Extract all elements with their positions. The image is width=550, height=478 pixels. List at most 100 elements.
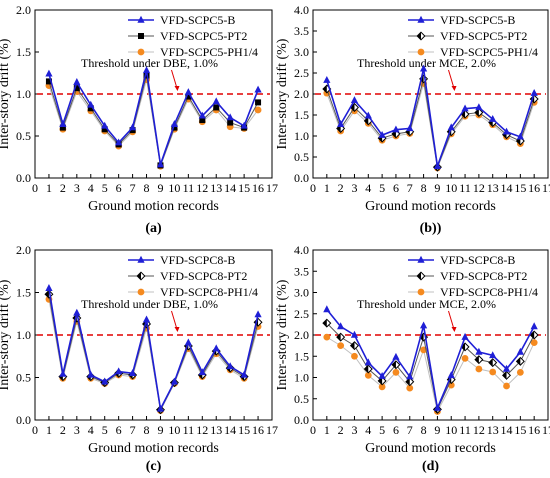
data-point-fill [530,331,535,339]
y-tick-label: 4.0 [294,3,309,17]
x-tick-label: 5 [379,181,385,195]
legend-marker [137,15,145,23]
data-point [87,100,95,108]
x-tick-label: 4 [365,181,371,195]
data-point [516,369,524,376]
data-point [198,368,206,376]
series-line [48,288,259,412]
x-tick-label: 2 [338,423,344,437]
legend-entry: VFD-SCPC8-B [160,253,235,267]
y-tick-label: 0.5 [294,392,309,406]
data-point-fill [323,319,327,327]
y-tick-label: 1.0 [294,371,309,385]
threshold-pointer-head [174,327,180,332]
legend-marker [417,48,425,56]
x-tick-label: 8 [421,423,427,437]
threshold-pointer-head [451,327,457,332]
threshold-label: Threshold under MCE, 2.0% [357,56,496,70]
data-point-fill [475,108,479,117]
x-tick-label: 4 [365,423,371,437]
data-point [59,369,67,377]
data-point-fill [419,333,424,341]
y-tick-label: 2.5 [294,66,309,80]
data-point [323,305,331,313]
data-point [392,125,400,133]
x-tick-label: 9 [434,181,440,195]
y-tick-label: 1.0 [16,328,31,342]
series-line [326,336,535,413]
legend-entry: VFD-SCPC5-PT2 [440,29,527,43]
y-tick-label: 0.0 [294,171,309,185]
data-point [45,69,53,77]
x-tick-label: 17 [266,181,278,195]
legend-entry: VFD-SCPC5-PH1/4 [160,45,258,59]
legend-marker-fill [417,272,421,280]
x-tick-label: 16 [528,181,540,195]
x-tick-label: 15 [238,423,250,437]
x-tick-label: 11 [459,181,471,195]
legend: VFD-SCPC8-B VFD-SCPC8-PT2 VFD-SCPC8-PH1/4 [408,253,538,299]
panel-label: (d) [422,459,439,474]
series-VFD-SCPC8-B [45,284,262,412]
x-tick-label: 6 [116,423,122,437]
data-point [447,371,455,379]
threshold-pointer-head [174,86,180,91]
data-point [226,362,234,370]
y-tick-label: 0.5 [294,150,309,164]
data-point [392,369,400,376]
data-point [406,372,414,380]
data-point [516,132,524,140]
data-point [323,75,331,83]
y-tick-label: 3.0 [294,286,309,300]
data-point [73,308,81,316]
data-point [475,347,483,355]
y-tick-label: 3.5 [294,24,309,38]
y-tick-label: 2.0 [16,3,31,17]
y-axis-label: Inter-story drift (%) [275,279,290,390]
data-point [351,352,358,360]
chart-panel-2: 0.00.51.01.52.02.53.03.54.00 1 2 3 4 5 6 7 8 9 10 1… [275,3,550,236]
data-point [171,124,178,131]
data-point [516,347,524,355]
series-line [48,294,259,412]
x-tick-label: 5 [379,423,385,437]
data-point [378,372,386,379]
panel-label: (b)) [420,221,442,236]
x-tick-label: 7 [407,181,413,195]
y-axis-label: Inter-story drift (%) [0,279,12,390]
y-tick-label: 2.5 [294,307,309,321]
x-tick-label: 12 [473,181,485,195]
series-line [48,70,259,165]
data-point [406,124,414,132]
data-point [378,130,386,138]
x-tick-label: 16 [252,181,264,195]
data-point [406,384,414,392]
threshold-pointer-head [451,86,457,91]
data-point [184,88,192,96]
legend-marker-fill [137,272,141,280]
data-point-fill [45,290,49,298]
x-tick-label: 3 [351,181,357,195]
series-line [326,68,535,167]
data-point [461,332,469,340]
x-tick-label: 10 [445,423,457,437]
x-tick-label: 11 [183,181,195,195]
data-point-fill [392,360,396,369]
data-point [475,365,483,373]
legend-entry: VFD-SCPC8-B [440,253,515,267]
legend-marker [137,48,145,56]
data-point [59,124,66,131]
data-point [364,111,372,119]
legend-entry: VFD-SCPC5-PT2 [160,29,247,43]
y-tick-label: 1.5 [16,286,31,300]
x-tick-label: 7 [407,423,413,437]
data-point [255,99,262,106]
x-tick-label: 13 [210,423,222,437]
data-point [45,78,52,85]
x-tick-label: 3 [351,423,357,437]
x-tick-label: 9 [157,181,163,195]
x-tick-label: 15 [514,423,526,437]
y-tick-label: 2.0 [16,243,31,257]
legend-marker [417,15,425,23]
data-point [73,78,81,85]
